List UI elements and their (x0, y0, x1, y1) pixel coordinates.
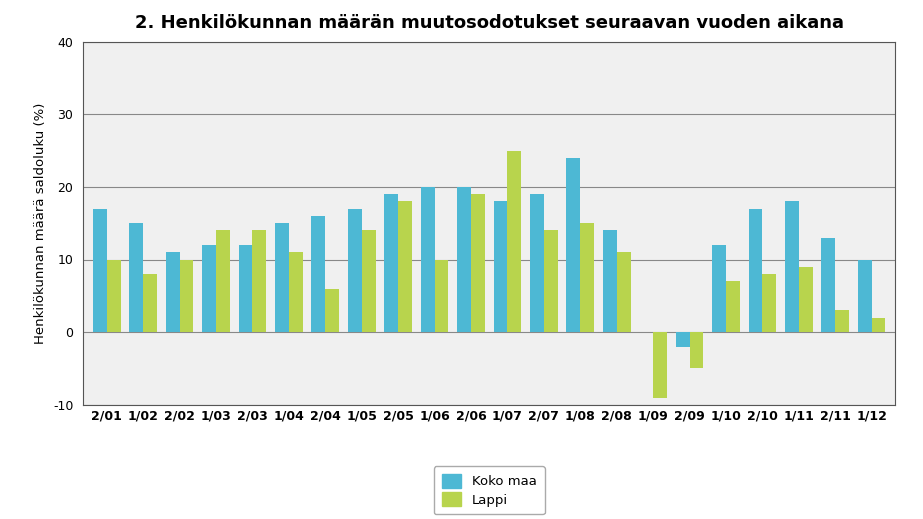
Bar (202, 245, 216, 332)
Title: 2. Henkilökunnan määrän muutosodotukset seuraavan vuoden aikana: 2. Henkilökunnan määrän muutosodotukset … (135, 13, 844, 32)
Bar (239, 245, 252, 332)
Legend: Koko maa, Lappi: Koko maa, Lappi (434, 466, 545, 514)
Bar (93, 209, 107, 332)
Bar (325, 289, 339, 332)
Bar (180, 260, 194, 332)
Bar (871, 318, 885, 332)
Bar (457, 187, 471, 332)
Bar (289, 252, 303, 332)
Bar (216, 230, 230, 332)
Y-axis label: Henkilökunnan määrä saldoluku (%): Henkilökunnan määrä saldoluku (%) (34, 102, 47, 344)
Bar (689, 332, 703, 368)
Bar (544, 230, 557, 332)
Bar (726, 281, 739, 332)
Bar (166, 252, 180, 332)
Bar (107, 260, 121, 332)
Bar (567, 158, 581, 332)
Bar (857, 260, 871, 332)
Bar (384, 194, 398, 332)
Bar (348, 209, 362, 332)
Bar (435, 260, 449, 332)
Bar (653, 332, 667, 398)
Bar (713, 245, 726, 332)
Bar (252, 230, 266, 332)
Bar (530, 194, 544, 332)
Bar (821, 238, 835, 332)
Bar (603, 230, 617, 332)
Bar (362, 230, 376, 332)
Bar (398, 201, 412, 332)
Bar (494, 201, 508, 332)
Bar (785, 201, 798, 332)
Bar (835, 310, 849, 332)
Bar (798, 267, 812, 332)
Bar (762, 274, 776, 332)
Bar (311, 216, 325, 332)
Bar (275, 223, 289, 332)
Bar (143, 274, 157, 332)
Bar (421, 187, 435, 332)
Bar (508, 151, 521, 332)
Bar (471, 194, 485, 332)
Bar (749, 209, 762, 332)
Bar (617, 252, 630, 332)
Bar (676, 332, 689, 347)
Bar (581, 223, 594, 332)
Bar (129, 223, 143, 332)
